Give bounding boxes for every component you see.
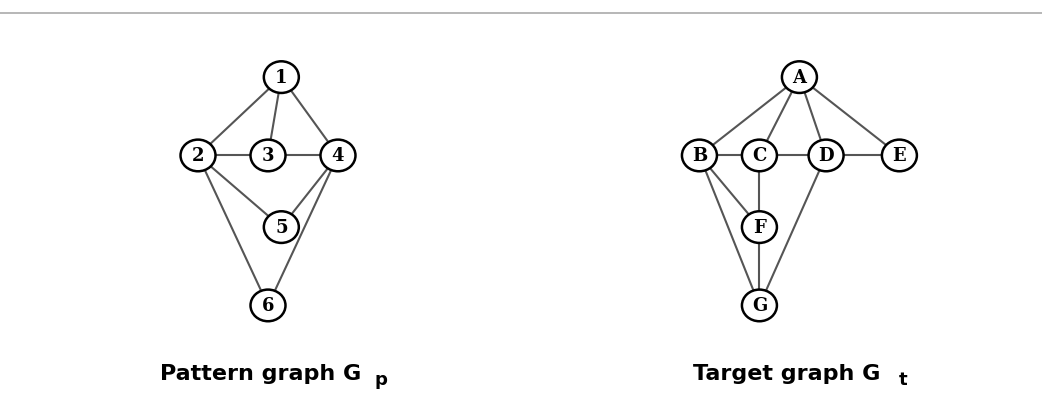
Ellipse shape: [250, 290, 286, 322]
Text: p: p: [375, 370, 388, 388]
Ellipse shape: [264, 62, 299, 94]
Text: G: G: [751, 297, 767, 315]
Text: t: t: [899, 370, 908, 388]
Text: D: D: [818, 147, 834, 165]
Ellipse shape: [782, 62, 817, 94]
Ellipse shape: [264, 212, 299, 243]
Ellipse shape: [681, 140, 717, 172]
Text: B: B: [692, 147, 708, 165]
Text: F: F: [753, 219, 766, 237]
Text: C: C: [752, 147, 767, 165]
Ellipse shape: [321, 140, 355, 172]
Text: 4: 4: [331, 147, 344, 165]
Ellipse shape: [882, 140, 917, 172]
Text: E: E: [893, 147, 907, 165]
Text: 1: 1: [275, 69, 288, 87]
Ellipse shape: [180, 140, 216, 172]
Text: Pattern graph G: Pattern graph G: [159, 363, 362, 383]
Ellipse shape: [742, 212, 777, 243]
Text: 6: 6: [262, 297, 274, 315]
Ellipse shape: [742, 290, 777, 322]
Text: A: A: [792, 69, 807, 87]
Ellipse shape: [250, 140, 286, 172]
Ellipse shape: [809, 140, 844, 172]
Text: 5: 5: [275, 219, 288, 237]
Text: Target graph G: Target graph G: [693, 363, 880, 383]
Text: 2: 2: [192, 147, 204, 165]
Text: 3: 3: [262, 147, 274, 165]
Ellipse shape: [742, 140, 777, 172]
